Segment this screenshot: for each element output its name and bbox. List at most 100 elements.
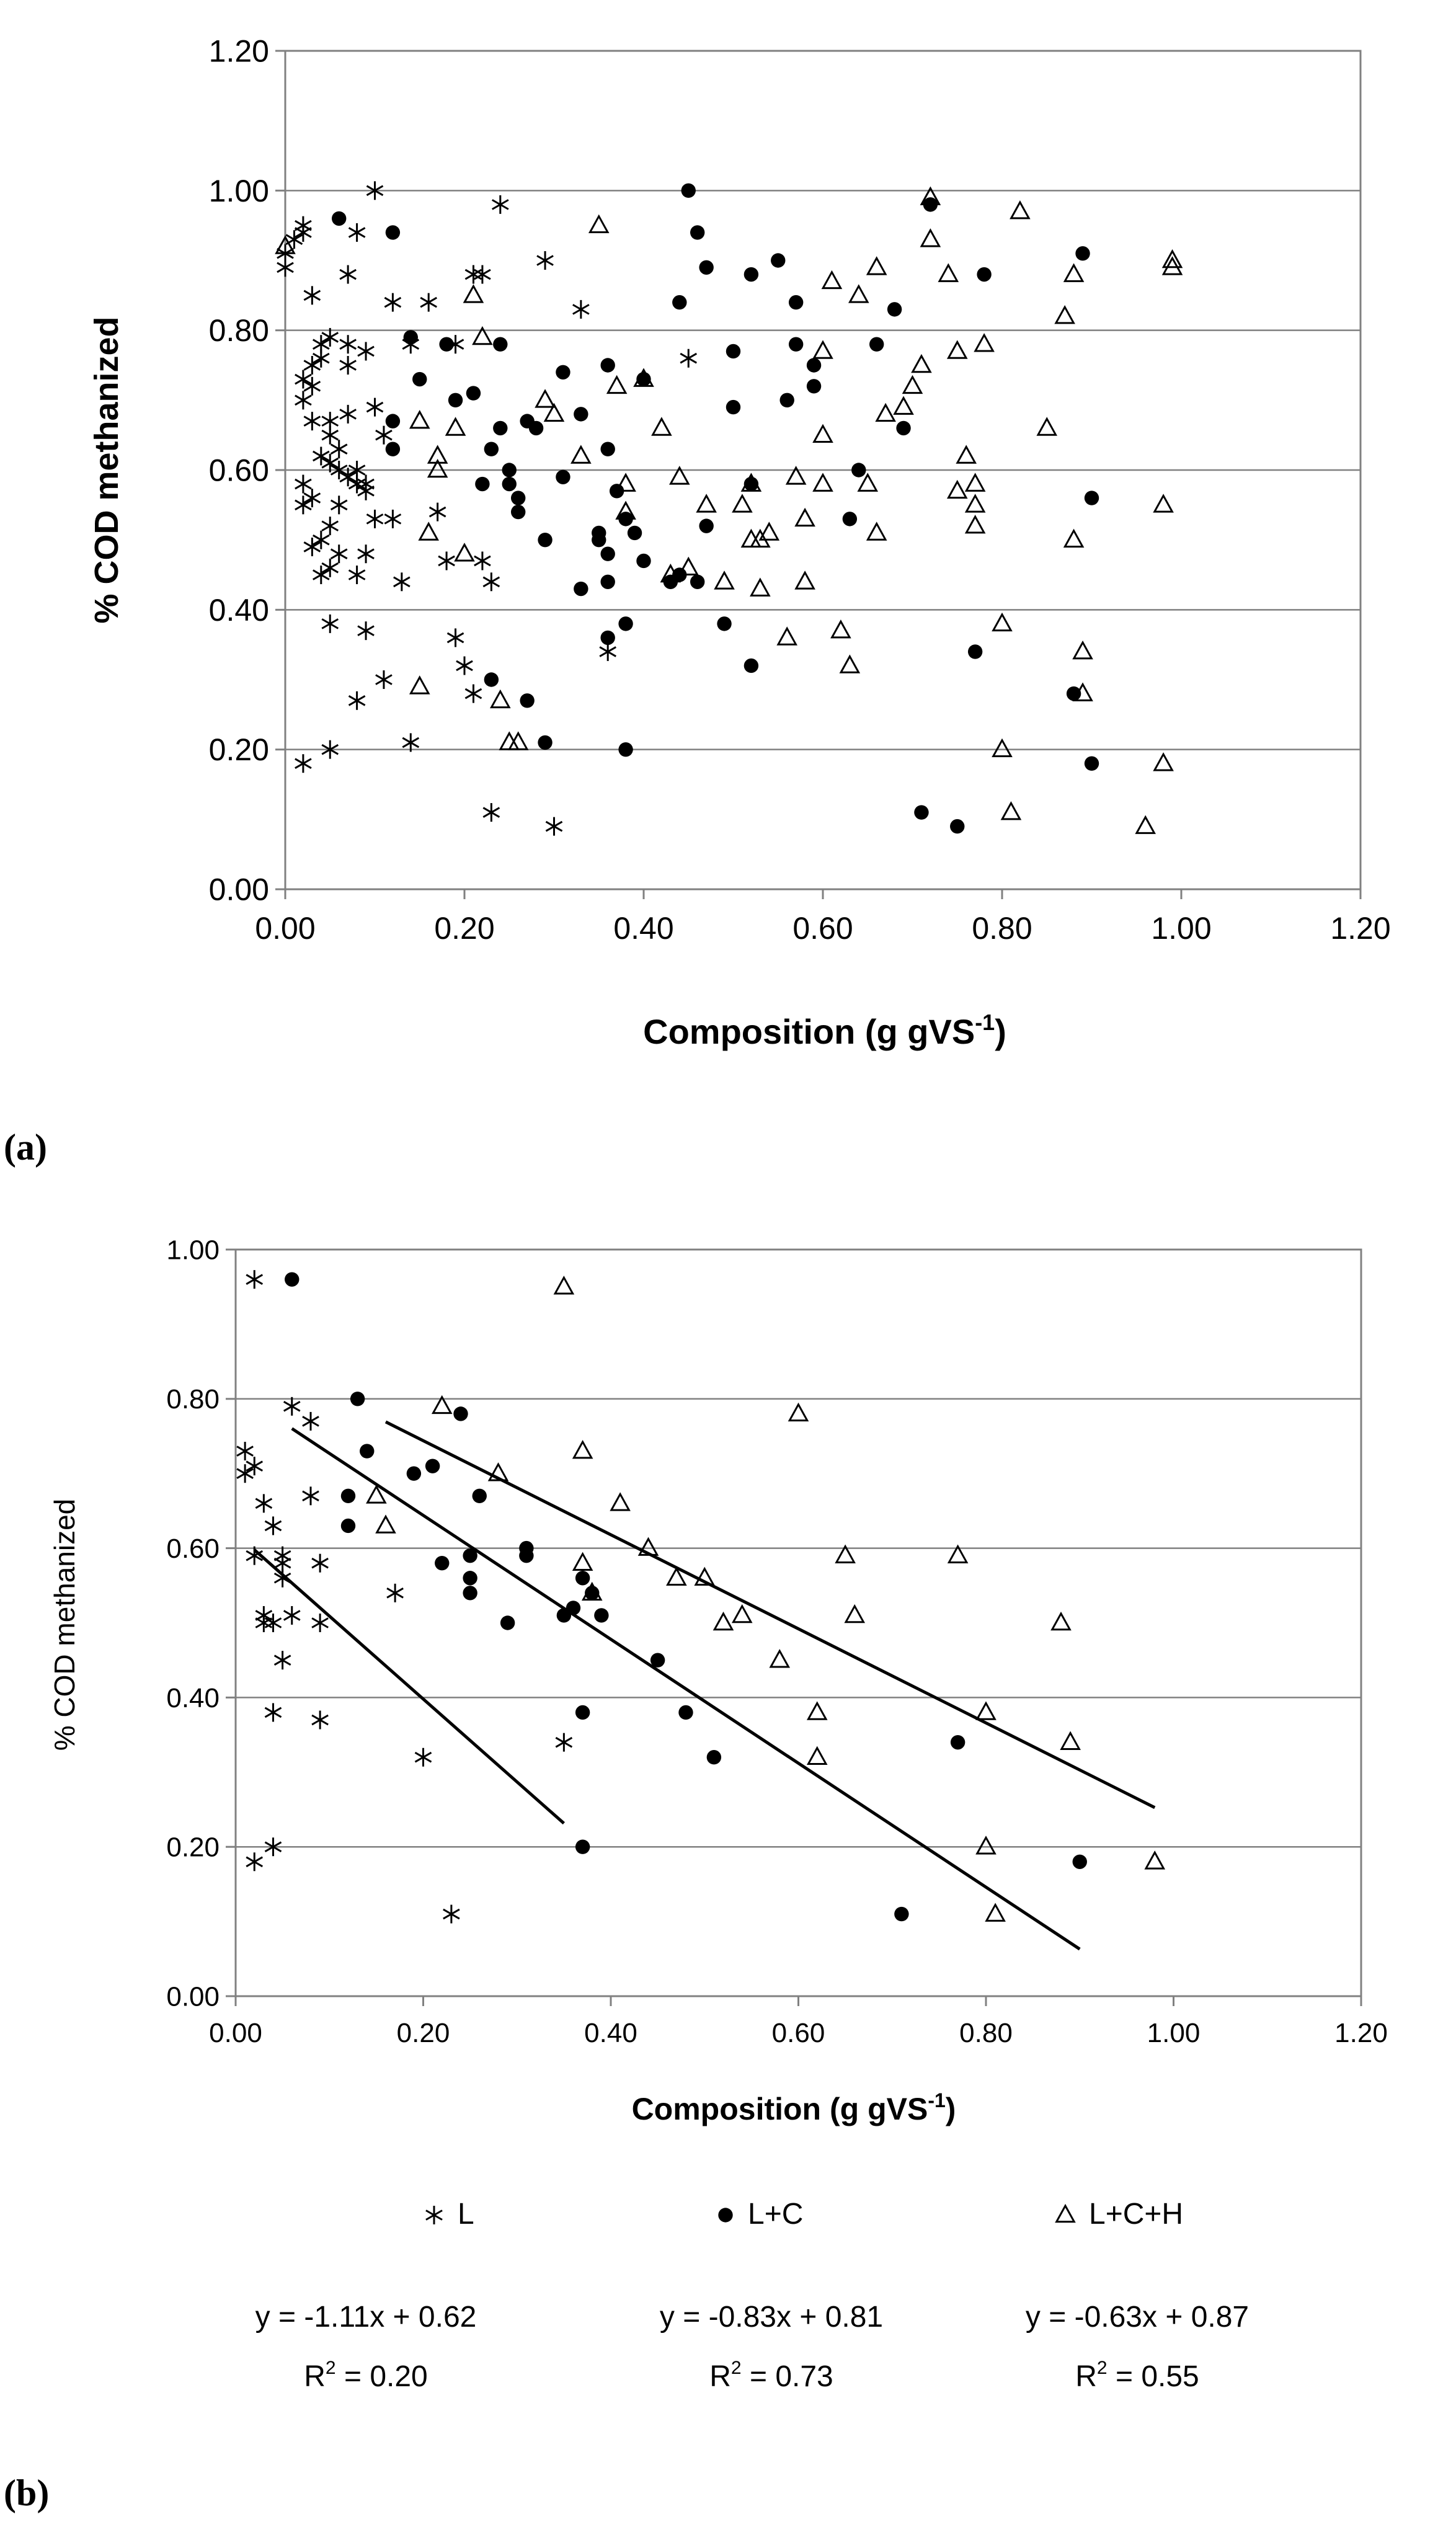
legend-marker-asterisk bbox=[425, 2206, 443, 2224]
point-dot bbox=[350, 1392, 365, 1406]
point-triangle bbox=[570, 445, 592, 464]
point-asterisk bbox=[482, 803, 500, 822]
point-asterisk bbox=[313, 335, 330, 354]
point-dot bbox=[788, 295, 804, 310]
y-tick-label-a-4: 0.80 bbox=[209, 313, 269, 348]
point-triangle bbox=[920, 228, 941, 247]
point-dot bbox=[726, 399, 741, 415]
point-dot bbox=[406, 1466, 422, 1481]
y-tick-label-a-5: 1.00 bbox=[209, 174, 269, 208]
point-asterisk bbox=[264, 1837, 282, 1857]
point-triangle bbox=[535, 389, 556, 408]
point-asterisk bbox=[357, 474, 375, 494]
point-triangle bbox=[275, 235, 296, 254]
point-asterisk bbox=[303, 356, 321, 375]
point-triangle bbox=[830, 620, 851, 639]
trendlines-b bbox=[253, 1420, 1156, 1951]
point-asterisk bbox=[321, 558, 339, 577]
point-dot bbox=[500, 1615, 515, 1630]
x-ticks-b: 0.00 0.20 0.40 0.60 0.80 1.00 1.20 bbox=[209, 1996, 1388, 2048]
point-dot bbox=[699, 518, 714, 533]
point-triangle bbox=[947, 1544, 969, 1563]
point-dot bbox=[600, 442, 615, 456]
chart-a: 0.00 0.20 0.40 0.60 0.80 1.00 1.20 0.00 0.20 0.4… bbox=[4, 34, 1391, 1168]
point-triangle bbox=[712, 1611, 734, 1631]
point-asterisk bbox=[295, 474, 312, 494]
point-triangle bbox=[581, 1581, 603, 1601]
legend-item-l: L bbox=[425, 2198, 474, 2231]
legend-label-lch: L+C+H bbox=[1089, 2198, 1183, 2231]
point-triangle bbox=[445, 417, 466, 436]
trendline-asterisk bbox=[253, 1548, 566, 1825]
point-dot bbox=[600, 574, 615, 589]
point-triangle bbox=[572, 1439, 593, 1459]
point-asterisk bbox=[246, 1546, 264, 1565]
point-triangle bbox=[975, 1701, 997, 1720]
point-triangle bbox=[633, 368, 654, 387]
point-dot bbox=[566, 1601, 581, 1615]
point-triangle bbox=[454, 543, 475, 562]
point-triangle bbox=[806, 1746, 828, 1765]
point-dot bbox=[869, 337, 884, 352]
panel-label-a: (a) bbox=[4, 1127, 47, 1168]
point-triangle bbox=[1144, 1850, 1166, 1870]
r2-lch: R2 = 0.55 bbox=[1075, 2358, 1199, 2393]
point-triangle bbox=[866, 522, 887, 541]
point-dot bbox=[575, 1705, 590, 1720]
point-dot bbox=[340, 1518, 356, 1534]
point-asterisk bbox=[357, 544, 375, 564]
point-triangle bbox=[1054, 305, 1075, 324]
point-triangle bbox=[946, 479, 968, 499]
point-dot bbox=[914, 805, 929, 820]
point-dot bbox=[538, 735, 553, 750]
trend-equations: y = -1.11x + 0.62 R2 = 0.20 y = -0.83x +… bbox=[255, 2301, 1249, 2393]
point-asterisk bbox=[536, 251, 554, 270]
point-asterisk bbox=[366, 397, 384, 417]
point-asterisk bbox=[330, 544, 348, 564]
legend-marker-triangle bbox=[1055, 2203, 1076, 2223]
point-asterisk bbox=[273, 1651, 291, 1670]
point-dot bbox=[511, 504, 526, 520]
point-asterisk bbox=[303, 412, 321, 431]
point-dot bbox=[1084, 756, 1099, 771]
point-asterisk bbox=[599, 642, 616, 661]
point-dot bbox=[678, 1705, 693, 1720]
x-tick-label-b-1: 0.20 bbox=[397, 2018, 450, 2048]
point-dot bbox=[484, 442, 499, 456]
point-asterisk bbox=[264, 1516, 282, 1535]
point-asterisk bbox=[375, 425, 393, 445]
point-triangle bbox=[1072, 640, 1093, 660]
x-ticks-a: 0.00 0.20 0.40 0.60 0.80 1.00 1.20 bbox=[255, 889, 1391, 946]
point-triangle bbox=[1036, 417, 1058, 436]
point-asterisk bbox=[330, 495, 348, 515]
point-triangle bbox=[740, 473, 762, 492]
point-dot bbox=[484, 672, 499, 687]
point-triangle bbox=[857, 473, 879, 492]
point-triangle bbox=[806, 1701, 828, 1720]
point-asterisk bbox=[255, 1494, 273, 1513]
point-triangle bbox=[893, 396, 914, 415]
point-triangle bbox=[992, 612, 1013, 632]
point-triangle bbox=[714, 571, 735, 590]
point-dot bbox=[385, 225, 401, 240]
point-dot bbox=[851, 463, 866, 477]
point-triangle bbox=[666, 1566, 687, 1586]
point-triangle bbox=[669, 466, 690, 485]
point-dot bbox=[332, 211, 347, 226]
point-triangle bbox=[1161, 256, 1183, 275]
legend-marker-dot bbox=[718, 2208, 733, 2223]
point-dot bbox=[574, 407, 588, 422]
point-dot bbox=[977, 267, 992, 282]
point-asterisk bbox=[464, 684, 482, 703]
y-tick-label-b-0: 0.00 bbox=[166, 1981, 220, 2012]
point-asterisk bbox=[311, 1614, 329, 1632]
point-dot bbox=[717, 616, 732, 631]
point-triangle bbox=[499, 731, 520, 750]
point-asterisk bbox=[311, 1553, 329, 1573]
point-triangle bbox=[463, 284, 484, 303]
point-dot bbox=[556, 469, 570, 484]
point-dot bbox=[285, 1272, 300, 1287]
x-tick-label-b-6: 1.20 bbox=[1334, 2018, 1388, 2048]
point-triangle bbox=[637, 1537, 659, 1556]
